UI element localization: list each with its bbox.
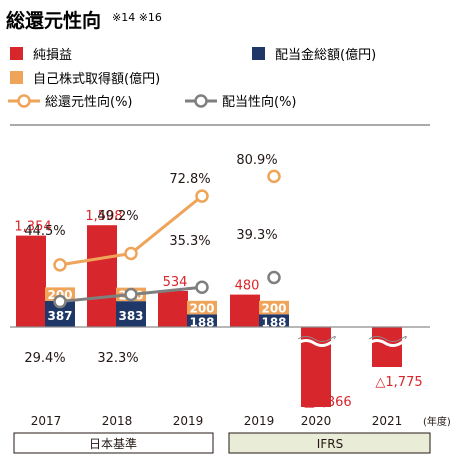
- net-income-bar: [372, 327, 402, 367]
- buyback-bar: [187, 300, 217, 315]
- total-payout-value: 44.5%: [24, 224, 65, 239]
- payout-ratio-value: 39.3%: [236, 228, 277, 243]
- legend-total-payout-label: 総還元性向(%): [45, 94, 133, 110]
- dividends-value: 387: [47, 309, 72, 323]
- payout-ratio-marker: [267, 270, 281, 285]
- payout-ratio-value: 32.3%: [97, 351, 138, 366]
- net-income-bar: [230, 294, 260, 327]
- bars-layer: 1,354 1,508 534 480 △2,866 △1,775 387 200 383 200…: [14, 209, 422, 410]
- legend-net-income-label: 純損益: [33, 48, 72, 63]
- net-income-value: 1,508: [85, 209, 122, 224]
- dividends-value: 188: [189, 316, 214, 330]
- net-income-value: 534: [163, 275, 188, 290]
- net-income-value: △1,775: [375, 375, 422, 390]
- jgaap-label: 日本基準: [89, 436, 137, 451]
- year-tick-label: 2017: [31, 414, 62, 428]
- legend-buyback-label: 自己株式取得額(億円): [33, 71, 160, 87]
- payout-ratio-marker: [124, 287, 138, 302]
- legend-payout-ratio-marker: [194, 94, 208, 108]
- legend-buyback-swatch: [10, 71, 23, 84]
- buyback-value: 200: [189, 302, 214, 316]
- dividends-value: 383: [118, 309, 143, 323]
- dividends-bar: [116, 301, 146, 327]
- year-tick-label: 2019: [244, 414, 275, 428]
- legend-total-payout-marker: [17, 94, 31, 108]
- total-payout-marker: [195, 189, 209, 203]
- buyback-bar: [45, 287, 75, 301]
- legend-payout-ratio-label: 配当性向(%): [222, 94, 297, 110]
- legend-net-income-swatch: [10, 47, 23, 60]
- net-income-value: 1,354: [14, 220, 51, 235]
- dividends-bar: [259, 314, 289, 327]
- year-tick-label: 2019: [173, 414, 204, 428]
- legend-dividends-label: 配当金総額(億円): [275, 47, 376, 63]
- payout-ratio-value: 29.4%: [24, 351, 65, 366]
- dividends-bar: [187, 314, 217, 327]
- dividends-value: 188: [261, 316, 286, 330]
- year-tick-label: 2018: [102, 414, 133, 428]
- payout-ratio-marker: [53, 294, 67, 309]
- axis-break-line: [368, 336, 407, 342]
- ifrs-label: IFRS: [317, 437, 343, 451]
- ifrs-band: [228, 432, 431, 454]
- total-payout-marker: [53, 258, 67, 272]
- chart-title-note: ※14 ※16: [112, 11, 162, 24]
- buyback-value: 200: [261, 302, 286, 316]
- net-income-value: △2,866: [304, 395, 351, 410]
- total-payout-value: 72.8%: [169, 172, 210, 187]
- total-payout-value: 49.2%: [97, 209, 138, 224]
- net-income-bar: [87, 225, 117, 327]
- legend: 純損益 配当金総額(億円) 自己株式取得額(億円) 総還元性向(%) 配当性向(…: [8, 47, 376, 110]
- jgaap-band: [13, 432, 214, 454]
- lines-layer: 44.5% 49.2% 72.8% 80.9% 29.4% 32.3% 35.3% 39.3%: [24, 153, 281, 366]
- net-income-bar: [158, 290, 188, 327]
- axis-break-line: [297, 336, 336, 342]
- buyback-bar: [259, 300, 289, 315]
- chart-title: 総還元性向: [6, 9, 101, 32]
- axis-break-mark: [368, 339, 408, 347]
- legend-dividends-swatch: [252, 47, 265, 60]
- net-income-value: 480: [235, 279, 260, 294]
- ticks-layer: 2017 2018 2019 2019 2020 2021: [31, 414, 403, 428]
- total-payout-value: 80.9%: [236, 153, 277, 168]
- total-payout-marker: [124, 246, 138, 261]
- year-tick-label: 2021: [372, 414, 403, 428]
- year-tick-label: 2020: [301, 414, 332, 428]
- axis-break-mark: [297, 339, 337, 347]
- year-unit-label: (年度): [423, 415, 451, 428]
- total-payout-marker: [267, 169, 281, 184]
- net-income-bar: [16, 235, 46, 327]
- payout-ratio-value: 35.3%: [169, 234, 210, 249]
- payout-ratio-marker: [195, 280, 209, 294]
